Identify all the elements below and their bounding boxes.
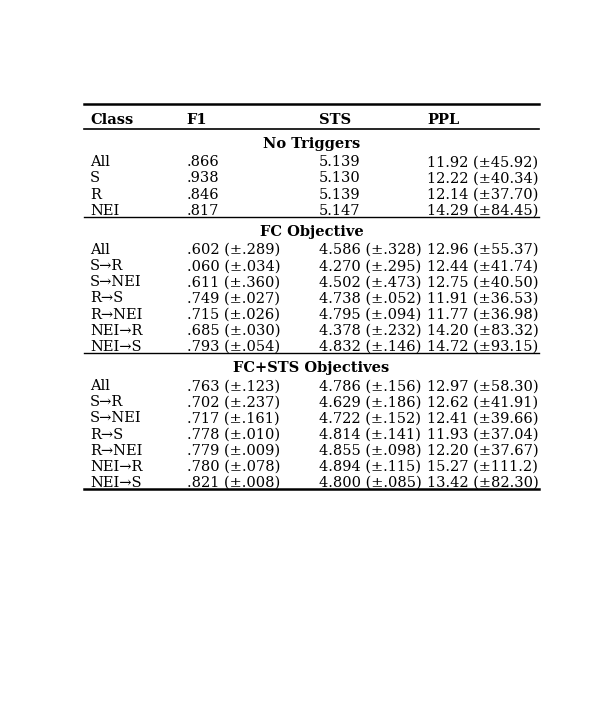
Text: S→NEI: S→NEI (90, 412, 142, 425)
Text: NEI→S: NEI→S (90, 476, 142, 490)
Text: NEI→S: NEI→S (90, 340, 142, 354)
Text: .817: .817 (187, 204, 219, 218)
Text: .780 (±.078): .780 (±.078) (187, 460, 280, 474)
Text: .749 (±.027): .749 (±.027) (187, 291, 280, 305)
Text: 12.75 (±40.50): 12.75 (±40.50) (427, 275, 539, 289)
Text: .866: .866 (187, 155, 219, 169)
Text: 12.22 (±40.34): 12.22 (±40.34) (427, 171, 539, 185)
Text: .602 (±.289): .602 (±.289) (187, 243, 280, 257)
Text: .715 (±.026): .715 (±.026) (187, 307, 280, 322)
Text: 4.894 (±.115): 4.894 (±.115) (319, 460, 421, 474)
Text: .763 (±.123): .763 (±.123) (187, 379, 280, 393)
Text: S→R: S→R (90, 259, 123, 273)
Text: 12.96 (±55.37): 12.96 (±55.37) (427, 243, 539, 257)
Text: NEI→R: NEI→R (90, 460, 142, 474)
Text: 5.130: 5.130 (319, 171, 361, 185)
Text: .821 (±.008): .821 (±.008) (187, 476, 280, 490)
Text: All: All (90, 155, 110, 169)
Text: 11.77 (±36.98): 11.77 (±36.98) (427, 307, 539, 322)
Text: R→NEI: R→NEI (90, 444, 142, 458)
Text: 14.72 (±93.15): 14.72 (±93.15) (427, 340, 538, 354)
Text: NEI: NEI (90, 204, 119, 218)
Text: 12.44 (±41.74): 12.44 (±41.74) (427, 259, 538, 273)
Text: .779 (±.009): .779 (±.009) (187, 444, 280, 458)
Text: .702 (±.237): .702 (±.237) (187, 395, 280, 410)
Text: 11.92 (±45.92): 11.92 (±45.92) (427, 155, 538, 169)
Text: 12.62 (±41.91): 12.62 (±41.91) (427, 395, 538, 410)
Text: No Triggers: No Triggers (263, 137, 360, 151)
Text: 5.147: 5.147 (319, 204, 360, 218)
Text: 4.378 (±.232): 4.378 (±.232) (319, 324, 421, 338)
Text: 4.795 (±.094): 4.795 (±.094) (319, 307, 421, 322)
Text: 4.786 (±.156): 4.786 (±.156) (319, 379, 421, 393)
Text: R→S: R→S (90, 291, 123, 305)
Text: 4.800 (±.085): 4.800 (±.085) (319, 476, 421, 490)
Text: 11.91 (±36.53): 11.91 (±36.53) (427, 291, 539, 305)
Text: .793 (±.054): .793 (±.054) (187, 340, 280, 354)
Text: 4.629 (±.186): 4.629 (±.186) (319, 395, 421, 410)
Text: .685 (±.030): .685 (±.030) (187, 324, 280, 338)
Text: FC+STS Objectives: FC+STS Objectives (233, 361, 390, 375)
Text: .846: .846 (187, 187, 219, 202)
Text: 15.27 (±111.2): 15.27 (±111.2) (427, 460, 538, 474)
Text: 4.722 (±.152): 4.722 (±.152) (319, 412, 421, 425)
Text: .778 (±.010): .778 (±.010) (187, 427, 280, 442)
Text: 4.270 (±.295): 4.270 (±.295) (319, 259, 421, 273)
Text: 5.139: 5.139 (319, 187, 361, 202)
Text: 12.14 (±37.70): 12.14 (±37.70) (427, 187, 539, 202)
Text: .938: .938 (187, 171, 219, 185)
Text: S: S (90, 171, 100, 185)
Text: S→R: S→R (90, 395, 123, 410)
Text: All: All (90, 379, 110, 393)
Text: 14.20 (±83.32): 14.20 (±83.32) (427, 324, 539, 338)
Text: 4.586 (±.328): 4.586 (±.328) (319, 243, 421, 257)
Text: STS: STS (319, 114, 351, 128)
Text: FC Objective: FC Objective (260, 225, 364, 239)
Text: R: R (90, 187, 101, 202)
Text: 4.814 (±.141): 4.814 (±.141) (319, 427, 421, 442)
Text: 4.502 (±.473): 4.502 (±.473) (319, 275, 421, 289)
Text: 4.832 (±.146): 4.832 (±.146) (319, 340, 421, 354)
Text: 13.42 (±82.30): 13.42 (±82.30) (427, 476, 539, 490)
Text: PPL: PPL (427, 114, 459, 128)
Text: NEI→R: NEI→R (90, 324, 142, 338)
Text: S→NEI: S→NEI (90, 275, 142, 289)
Text: 5.139: 5.139 (319, 155, 361, 169)
Text: 4.738 (±.052): 4.738 (±.052) (319, 291, 421, 305)
Text: 12.97 (±58.30): 12.97 (±58.30) (427, 379, 539, 393)
Text: 12.20 (±37.67): 12.20 (±37.67) (427, 444, 539, 458)
Text: 11.93 (±37.04): 11.93 (±37.04) (427, 427, 539, 442)
Text: .611 (±.360): .611 (±.360) (187, 275, 280, 289)
Text: 14.29 (±84.45): 14.29 (±84.45) (427, 204, 539, 218)
Text: Class: Class (90, 114, 133, 128)
Text: 4.855 (±.098): 4.855 (±.098) (319, 444, 421, 458)
Text: R→NEI: R→NEI (90, 307, 142, 322)
Text: All: All (90, 243, 110, 257)
Text: .060 (±.034): .060 (±.034) (187, 259, 280, 273)
Text: .717 (±.161): .717 (±.161) (187, 412, 279, 425)
Text: F1: F1 (187, 114, 207, 128)
Text: 12.41 (±39.66): 12.41 (±39.66) (427, 412, 539, 425)
Text: R→S: R→S (90, 427, 123, 442)
